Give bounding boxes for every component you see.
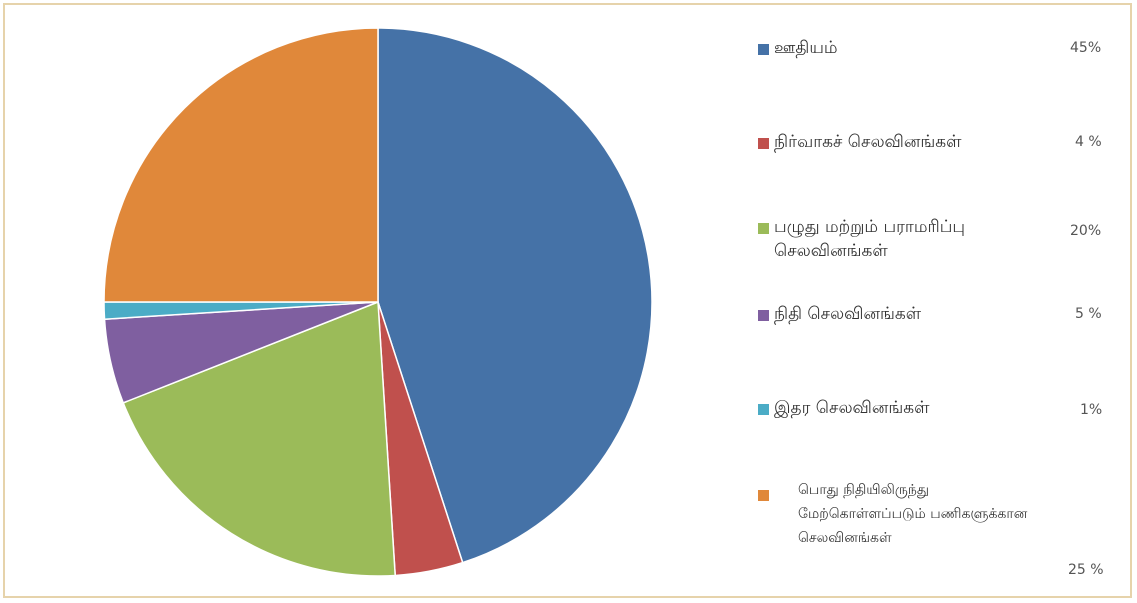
legend-label: ஊதியம் [774,38,838,58]
legend-label: இதர செலவினங்கள் [774,398,930,418]
pie-slice-general-fund [103,27,379,303]
legend-label: பழுது மற்றும் பராமரிப்பு செலவினங்கள் [774,217,966,261]
legend-label: நிதி செலவினங்கள் [774,304,922,324]
legend-swatch [758,138,769,149]
legend-value: 1% [1080,402,1103,418]
legend-swatch [758,44,769,55]
legend-swatch [758,490,769,501]
legend: ஊதியம் 45% நிர்வாகச் செலவினங்கள் 4 % பழு… [750,0,1130,600]
pie-slice-salary [377,27,653,564]
legend-swatch [758,223,769,234]
pie-slice-repair [122,300,397,577]
legend-value: 4 % [1075,134,1102,150]
legend-value: 20% [1070,223,1102,239]
legend-swatch [758,310,769,321]
legend-value: 25 % [1068,562,1104,578]
legend-label: பொது நிதியிலிருந்து மேற்கொள்ளப்படும் பணி… [798,482,1028,546]
legend-label: நிர்வாகச் செலவினங்கள் [774,132,962,152]
legend-value: 5 % [1075,306,1102,322]
legend-value: 45% [1070,40,1102,56]
legend-swatch [758,404,769,415]
pie-chart [103,27,653,577]
